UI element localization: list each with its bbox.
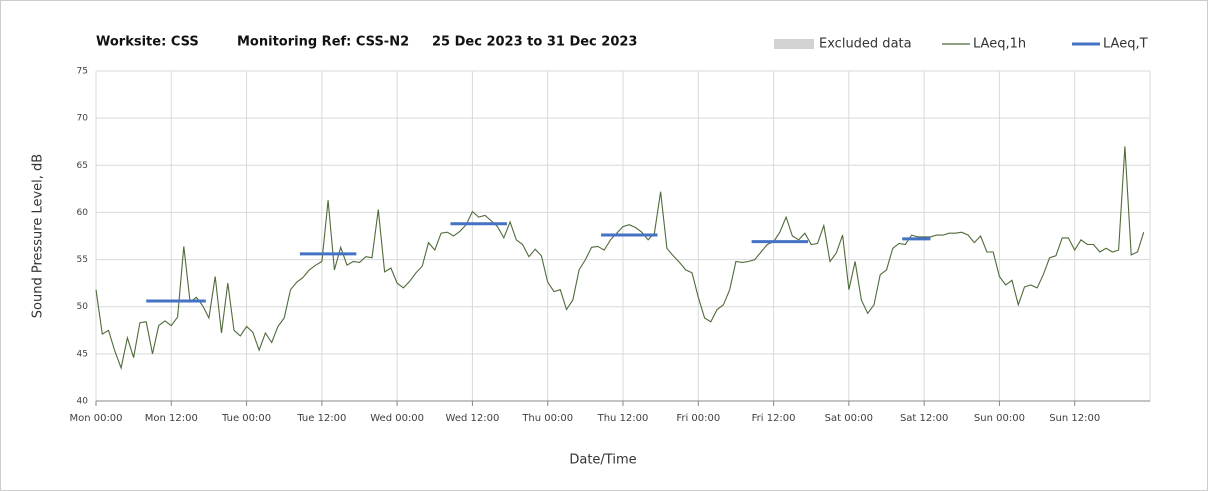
y-tick-label: 70	[77, 114, 89, 124]
legend-swatch	[774, 39, 814, 49]
x-tick-label: Fri 12:00	[752, 413, 796, 424]
y-tick-label: 50	[77, 302, 89, 312]
x-tick-label: Sun 12:00	[1049, 413, 1100, 424]
x-tick-label: Tue 00:00	[221, 413, 271, 424]
x-tick-label: Sat 12:00	[900, 413, 948, 424]
x-tick-label: Sat 00:00	[825, 413, 873, 424]
y-tick-label: 75	[77, 67, 88, 77]
x-axis-label: Date/Time	[569, 453, 636, 468]
legend-label: LAeq,T	[1103, 37, 1148, 52]
x-tick-label: Fri 00:00	[676, 413, 720, 424]
y-tick-label: 40	[77, 397, 89, 407]
chart-title: 25 Dec 2023 to 31 Dec 2023	[432, 35, 637, 50]
chart-title: Monitoring Ref: CSS-N2	[237, 35, 409, 50]
x-tick-label: Wed 12:00	[446, 413, 500, 424]
legend-label: LAeq,1h	[973, 37, 1026, 52]
x-tick-label: Mon 00:00	[69, 413, 122, 424]
y-axis-label: Sound Pressure Level, dB	[31, 154, 46, 318]
y-tick-label: 60	[77, 208, 89, 218]
x-tick-label: Wed 00:00	[370, 413, 424, 424]
y-tick-label: 45	[77, 349, 88, 359]
legend-label: Excluded data	[819, 37, 912, 52]
y-tick-label: 55	[77, 255, 88, 265]
x-tick-label: Sun 00:00	[974, 413, 1025, 424]
y-tick-label: 65	[77, 161, 88, 171]
x-tick-label: Mon 12:00	[145, 413, 198, 424]
x-tick-label: Tue 12:00	[296, 413, 346, 424]
x-tick-label: Thu 00:00	[521, 413, 573, 424]
line-series	[95, 146, 1145, 370]
x-tick-label: Thu 12:00	[597, 413, 649, 424]
chart-title: Worksite: CSS	[96, 35, 199, 50]
